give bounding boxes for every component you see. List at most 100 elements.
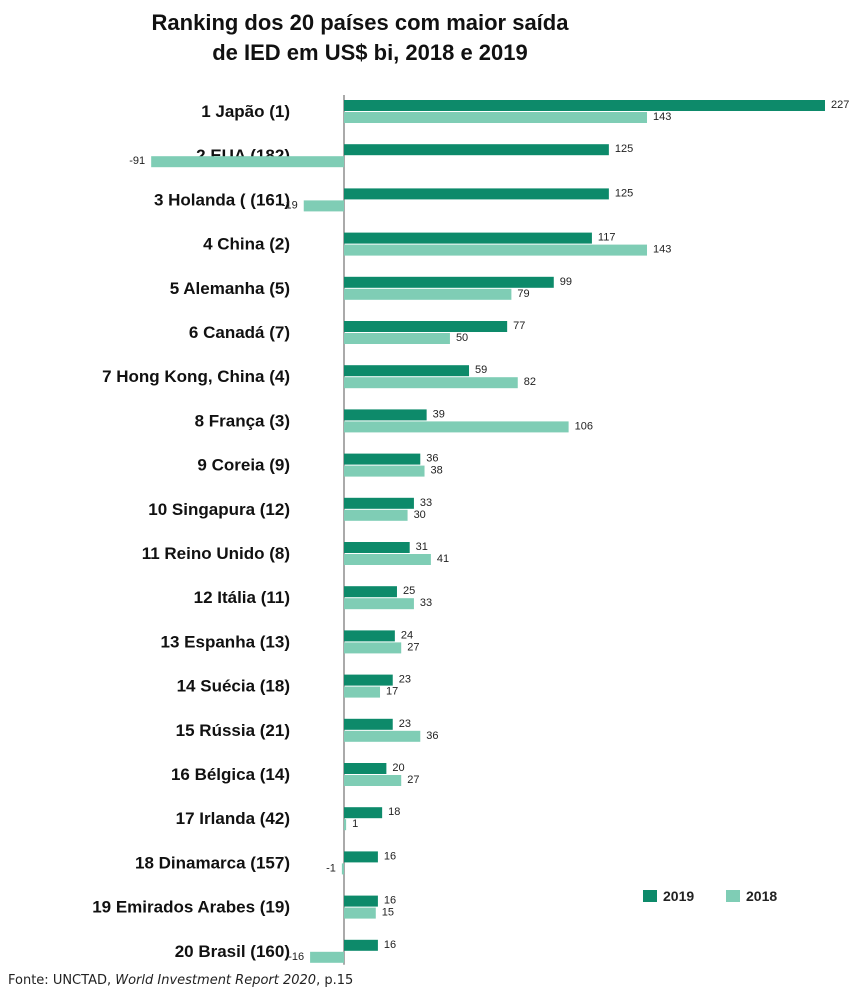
bar-2019 [344, 188, 609, 200]
category-label: 13 Espanha (13) [161, 632, 290, 651]
bar-2019 [344, 365, 470, 377]
legend-label-2019: 2019 [663, 888, 694, 904]
category-label: 9 Coreia (9) [197, 456, 290, 475]
chart-title: Ranking dos 20 países com maior saída [151, 10, 569, 35]
value-label-2018: 1 [352, 818, 358, 830]
bar-2018 [344, 775, 402, 786]
value-label-2019: 33 [420, 497, 432, 509]
category-label: 4 China (2) [203, 235, 290, 254]
bar-2018 [151, 156, 344, 168]
value-label-2018: 30 [414, 509, 426, 521]
value-label-2018: -19 [282, 199, 298, 211]
bar-2018 [344, 907, 376, 919]
source-prefix: Fonte: UNCTAD, [8, 973, 112, 988]
value-label-2019: 16 [384, 939, 396, 951]
bar-2018 [344, 333, 450, 344]
category-label: 6 Canadá (7) [189, 323, 290, 342]
bar-2018 [344, 819, 347, 831]
bar-2018 [344, 642, 402, 654]
source-note: Fonte: UNCTAD, World Investment Report 2… [8, 973, 353, 988]
category-label: 15 Rússia (21) [176, 721, 290, 740]
chart-subtitle: de IED em US$ bi, 2018 e 2019 [212, 40, 528, 65]
category-label: 7 Hong Kong, China (4) [102, 367, 290, 386]
category-label: 11 Reino Unido (8) [142, 544, 290, 563]
category-label: 5 Alemanha (5) [170, 279, 290, 298]
category-label: 10 Singapura (12) [148, 500, 290, 519]
value-label-2018: 33 [420, 597, 432, 609]
category-label: 12 Itália (11) [194, 588, 290, 607]
bar-2019 [344, 718, 393, 730]
legend-swatch-2018 [726, 890, 740, 902]
value-label-2018: -1 [326, 862, 336, 874]
bar-2018 [344, 112, 648, 123]
value-label-2018: -91 [129, 155, 145, 167]
bar-2018 [344, 421, 569, 433]
legend-swatch-2019 [643, 890, 657, 902]
value-label-2018: 17 [386, 686, 398, 698]
value-label-2019: 77 [513, 320, 525, 332]
bar-2018 [344, 288, 512, 300]
value-label-2018: 79 [517, 288, 529, 300]
value-label-2018: 27 [407, 774, 419, 786]
value-label-2019: 23 [399, 718, 411, 730]
bar-2019 [344, 453, 421, 465]
bar-2019 [344, 939, 378, 951]
bar-2019 [344, 497, 414, 509]
value-label-2018: 15 [382, 907, 394, 919]
value-label-2018: 27 [407, 641, 419, 653]
category-label: 19 Emirados Arabes (19) [92, 898, 290, 917]
category-label: 20 Brasil (160) [175, 942, 290, 961]
value-label-2018: 143 [653, 244, 671, 256]
value-label-2019: 59 [475, 364, 487, 376]
value-label-2019: 125 [615, 143, 633, 155]
bar-2019 [344, 409, 427, 421]
bar-2018 [344, 509, 408, 521]
legend-label-2018: 2018 [746, 888, 777, 904]
value-label-2019: 16 [384, 850, 396, 862]
value-label-2019: 99 [560, 276, 572, 288]
value-label-2019: 16 [384, 895, 396, 907]
value-label-2019: 36 [426, 453, 438, 465]
bar-2019 [344, 144, 609, 156]
value-label-2018: 143 [653, 111, 671, 123]
bar-2018 [310, 951, 344, 963]
bar-2018 [344, 598, 414, 610]
bar-2019 [344, 895, 378, 907]
category-label: 16 Bélgica (14) [171, 765, 290, 784]
value-label-2018: 82 [524, 376, 536, 388]
bar-2019 [344, 763, 387, 774]
source-work: World Investment Report 2020 [115, 973, 317, 988]
value-label-2018: 38 [431, 465, 443, 477]
bar-2019 [344, 276, 554, 288]
value-label-2019: 125 [615, 187, 633, 199]
category-label: 14 Suécia (18) [177, 677, 290, 696]
bar-2018 [344, 465, 425, 477]
category-label: 17 Irlanda (42) [176, 809, 290, 828]
value-label-2019: 20 [392, 762, 404, 774]
bar-2019 [344, 100, 825, 111]
bar-2019 [344, 630, 395, 642]
value-label-2019: 23 [399, 674, 411, 686]
bar-2018 [344, 554, 431, 565]
category-label: 3 Holanda ( (161) [154, 190, 290, 209]
value-label-2019: 117 [598, 232, 616, 244]
bar-2019 [344, 321, 508, 332]
bar-2019 [344, 807, 383, 819]
bar-2019 [344, 232, 592, 244]
value-label-2018: 106 [575, 420, 593, 432]
bar-2018 [344, 730, 421, 742]
value-label-2019: 39 [433, 408, 445, 420]
value-label-2018: 36 [426, 730, 438, 742]
value-label-2019: 25 [403, 585, 415, 597]
bar-2019 [344, 851, 378, 863]
category-label: 8 França (3) [195, 411, 290, 430]
value-label-2018: 50 [456, 332, 468, 344]
bar-2018 [341, 863, 344, 875]
bar-2019 [344, 674, 393, 686]
value-label-2019: 18 [388, 806, 400, 818]
source-suffix: , p.15 [316, 973, 354, 988]
bar-2018 [303, 200, 344, 212]
bar-2019 [344, 542, 410, 553]
value-label-2019: 31 [416, 541, 428, 553]
